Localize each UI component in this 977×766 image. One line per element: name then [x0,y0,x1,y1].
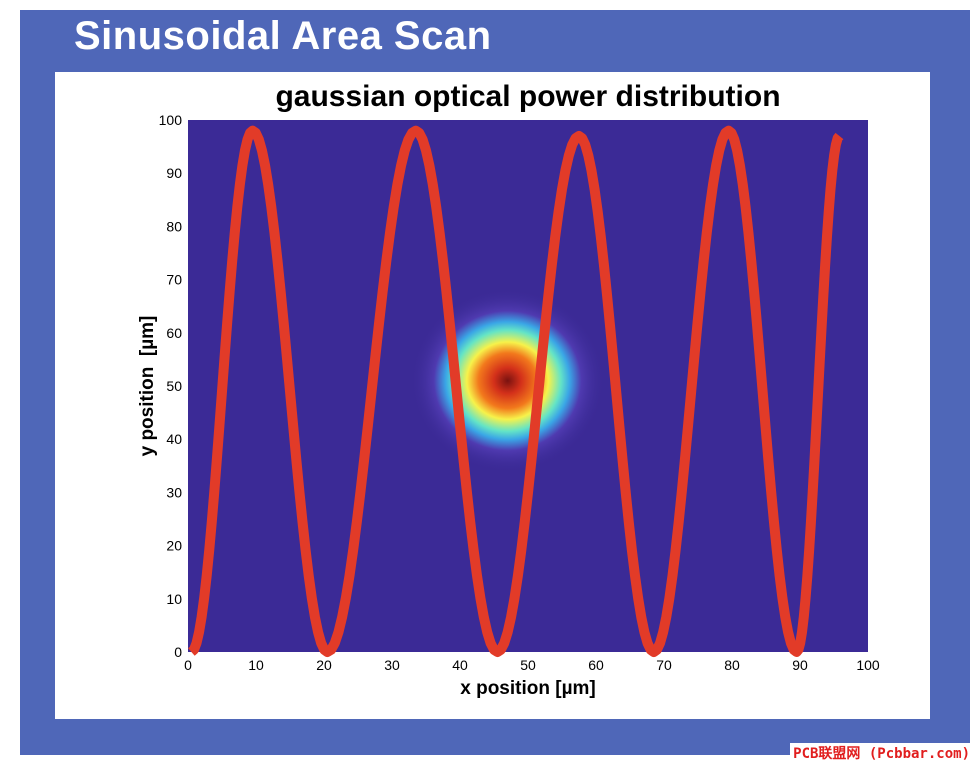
x-tick-label: 20 [316,657,332,673]
y-tick-label: 100 [159,112,183,128]
slide-background: Sinusoidal Area Scan gaussian optical po… [20,10,970,755]
chart-panel: gaussian optical power distribution 0 10 2… [55,72,930,719]
x-tick-label: 30 [384,657,400,673]
y-tick-label: 60 [166,325,182,341]
x-tick-label: 40 [452,657,468,673]
y-tick-label: 90 [166,165,182,181]
y-tick-label: 0 [174,644,182,660]
x-axis-ticks: 0 10 20 30 40 50 60 70 80 90 100 [184,657,880,673]
x-tick-label: 90 [792,657,808,673]
y-axis-label: y position [µm] [137,316,158,457]
x-tick-label: 100 [856,657,880,673]
y-tick-label: 30 [166,484,182,500]
gaussian-spot [410,288,605,473]
y-tick-label: 80 [166,218,182,234]
y-tick-label: 10 [166,591,182,607]
y-tick-label: 50 [166,378,182,394]
watermark-text: PCB联盟网 (Pcbbar.com) [790,743,973,763]
slide-title: Sinusoidal Area Scan [74,14,492,58]
x-tick-label: 10 [248,657,264,673]
chart-title: gaussian optical power distribution [275,80,780,113]
scan-path-line [188,125,844,657]
x-tick-label: 70 [656,657,672,673]
y-tick-label: 70 [166,272,182,288]
x-tick-label: 60 [588,657,604,673]
x-tick-label: 80 [724,657,740,673]
y-tick-label: 20 [166,538,182,554]
y-tick-label: 40 [166,431,182,447]
chart: gaussian optical power distribution 0 10 2… [137,80,880,699]
x-tick-label: 0 [184,657,192,673]
x-axis-label: x position [µm] [460,678,596,699]
x-tick-label: 50 [520,657,536,673]
y-axis-ticks: 0 10 20 30 40 50 60 70 80 90 100 [159,112,183,660]
